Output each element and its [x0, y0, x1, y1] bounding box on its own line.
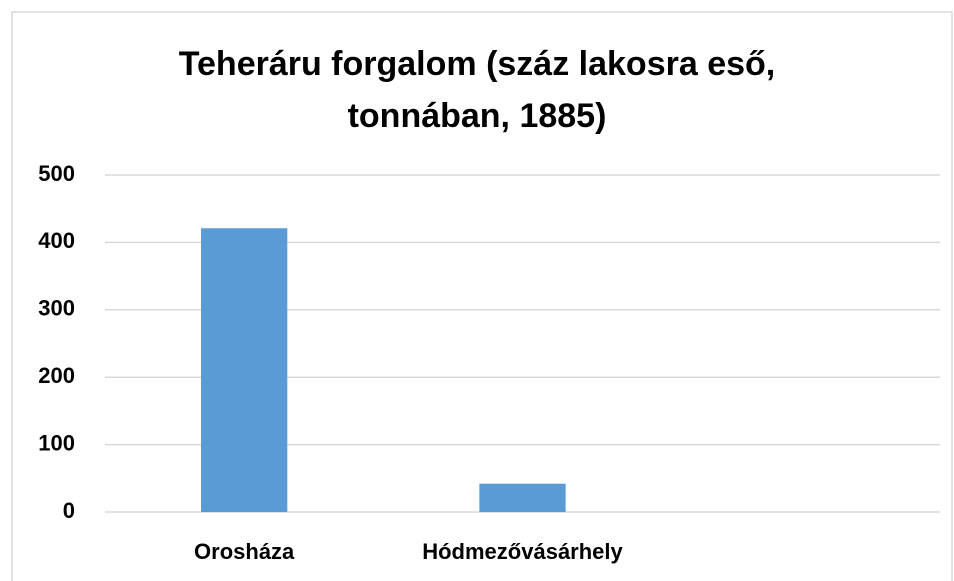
y-tick-label: 500 [38, 161, 75, 186]
bar [479, 483, 566, 512]
bar [201, 228, 288, 512]
y-tick-label: 200 [38, 363, 75, 388]
y-tick-label: 400 [38, 228, 75, 253]
y-tick-label: 0 [63, 498, 75, 523]
chart-border [11, 11, 953, 581]
x-tick-label: Orosháza [194, 539, 295, 564]
x-tick-label: Hódmezővásárhely [422, 539, 623, 564]
y-tick-label: 300 [38, 296, 75, 321]
chart-title: Teheráru forgalom (száz lakosra eső, ton… [178, 45, 776, 135]
y-tick-label: 100 [38, 430, 75, 455]
